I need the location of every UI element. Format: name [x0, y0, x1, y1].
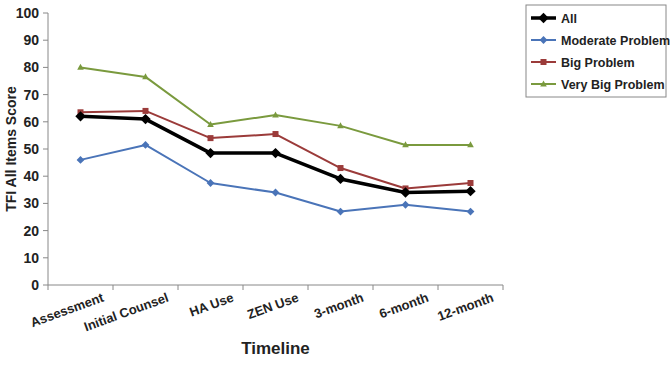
chart: 0102030405060708090100AssessmentInitial …: [0, 0, 672, 367]
x-tick: [113, 285, 114, 290]
series-marker: [467, 208, 475, 216]
x-tick: [178, 285, 179, 290]
x-axis: [48, 285, 503, 286]
series-marker: [207, 179, 215, 187]
y-tick: [43, 67, 48, 68]
x-tick-label: 6-month: [377, 290, 430, 322]
series-marker: [272, 111, 279, 117]
y-tick: [43, 176, 48, 177]
y-tick-label: 100: [16, 5, 40, 21]
series-marker: [468, 180, 474, 186]
series-marker: [205, 148, 215, 158]
legend-marker: [538, 13, 548, 23]
y-tick-label: 30: [23, 195, 39, 211]
series-marker: [77, 64, 84, 70]
x-tick-label: HA Use: [187, 290, 235, 320]
y-tick: [43, 285, 48, 286]
series-marker: [402, 141, 409, 147]
y-tick: [43, 149, 48, 150]
y-tick-label: 50: [23, 141, 39, 157]
y-tick-label: 70: [23, 87, 39, 103]
legend-marker: [540, 36, 548, 44]
x-tick: [243, 285, 244, 290]
series-marker: [465, 186, 475, 196]
series-marker: [208, 135, 214, 141]
series-marker: [337, 122, 344, 128]
series-marker: [140, 114, 150, 124]
x-tick: [373, 285, 374, 290]
series-marker: [338, 165, 344, 171]
legend-label: Big Problem: [561, 56, 635, 70]
y-tick: [43, 203, 48, 204]
series-marker: [335, 174, 345, 184]
y-tick: [43, 13, 48, 14]
legend-label: All: [561, 12, 577, 26]
x-tick-label: 12-month: [435, 290, 495, 324]
series-line: [81, 145, 471, 212]
series-marker: [400, 187, 410, 197]
series-marker: [142, 141, 150, 149]
series-marker: [467, 141, 474, 147]
series-marker: [270, 148, 280, 158]
legend-box: [526, 5, 666, 97]
y-axis-label: TFI All Items Score: [3, 86, 19, 212]
y-tick: [43, 94, 48, 95]
series-marker: [143, 108, 149, 114]
plot-area: [75, 64, 475, 216]
y-tick-label: 20: [23, 223, 39, 239]
legend-marker: [540, 80, 547, 86]
series-line: [81, 116, 471, 192]
series-marker: [272, 189, 280, 197]
y-tick-label: 10: [23, 250, 39, 266]
y-tick-label: 90: [23, 32, 39, 48]
y-tick: [43, 230, 48, 231]
x-tick: [48, 285, 49, 290]
series-marker: [273, 131, 279, 137]
y-tick: [43, 121, 48, 122]
x-tick: [503, 285, 504, 290]
x-tick: [438, 285, 439, 290]
legend-marker: [541, 59, 547, 65]
y-tick-label: 0: [31, 277, 39, 293]
series-marker: [77, 156, 85, 164]
legend-label: Very Big Problem: [561, 78, 665, 92]
series-line: [81, 67, 471, 145]
y-tick: [43, 257, 48, 258]
x-axis-label: Timeline: [241, 339, 310, 358]
x-tick-label: 3-month: [312, 290, 365, 322]
y-tick-label: 60: [23, 114, 39, 130]
series-marker: [402, 201, 410, 209]
y-tick: [43, 40, 48, 41]
chart-container: 0102030405060708090100AssessmentInitial …: [0, 0, 672, 367]
series-marker: [337, 208, 345, 216]
x-tick-label: Initial Counsel: [82, 290, 171, 334]
x-tick: [308, 285, 309, 290]
series-marker: [75, 111, 85, 121]
y-tick-label: 80: [23, 59, 39, 75]
legend: All Moderate Problem Big Problem Very Big P…: [526, 5, 670, 97]
legend-label: Moderate Problem: [561, 34, 670, 48]
series-marker: [142, 73, 149, 79]
series-marker: [207, 121, 214, 127]
x-tick-label: ZEN Use: [245, 290, 300, 322]
y-tick-label: 40: [23, 168, 39, 184]
series-line: [81, 111, 471, 189]
